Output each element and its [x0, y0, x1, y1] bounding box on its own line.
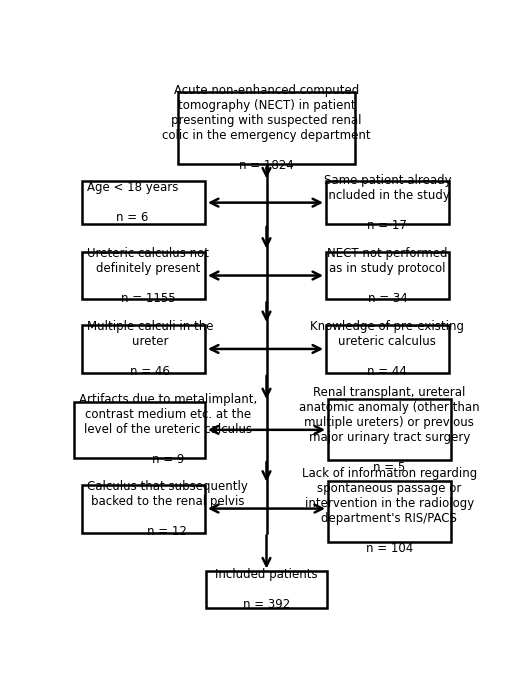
- FancyBboxPatch shape: [82, 325, 205, 373]
- Text: Same patient already
included in the study

n = 17: Same patient already included in the stu…: [323, 173, 451, 231]
- FancyBboxPatch shape: [326, 325, 449, 373]
- Text: Acute non-enhanced computed
tomography (NECT) in patient
presenting with suspect: Acute non-enhanced computed tomography (…: [162, 84, 371, 172]
- Text: Calculus that subsequently
backed to the renal pelvis

n = 12: Calculus that subsequently backed to the…: [87, 480, 248, 538]
- Text: Knowledge of pre-existing
ureteric calculus

n = 44: Knowledge of pre-existing ureteric calcu…: [310, 320, 464, 378]
- Text: Lack of information regarding
spontaneous passage or
intervention in the radiolo: Lack of information regarding spontaneou…: [302, 467, 477, 556]
- FancyBboxPatch shape: [74, 402, 205, 457]
- Text: Included patients

n = 392: Included patients n = 392: [215, 568, 318, 611]
- Text: Artifacts due to metalimplant,
contrast medium etc. at the
level of the ureteric: Artifacts due to metalimplant, contrast …: [79, 393, 257, 466]
- FancyBboxPatch shape: [328, 481, 451, 542]
- Text: Ureteric calculus not
definitely present

n = 1155: Ureteric calculus not definitely present…: [87, 247, 209, 305]
- FancyBboxPatch shape: [326, 252, 449, 299]
- FancyBboxPatch shape: [326, 181, 449, 224]
- FancyBboxPatch shape: [178, 92, 355, 164]
- FancyBboxPatch shape: [82, 484, 205, 533]
- FancyBboxPatch shape: [82, 181, 205, 224]
- FancyBboxPatch shape: [328, 399, 451, 460]
- Text: Age < 18 years

n = 6: Age < 18 years n = 6: [87, 181, 178, 224]
- Text: NECT not performed
as in study protocol

n = 34: NECT not performed as in study protocol …: [327, 247, 448, 305]
- FancyBboxPatch shape: [206, 571, 327, 607]
- Text: Multiple calculi in the
ureter

n = 46: Multiple calculi in the ureter n = 46: [87, 320, 214, 378]
- FancyBboxPatch shape: [82, 252, 205, 299]
- Text: Renal transplant, ureteral
anatomic anomaly (other than
multiple ureters) or pre: Renal transplant, ureteral anatomic anom…: [299, 386, 480, 474]
